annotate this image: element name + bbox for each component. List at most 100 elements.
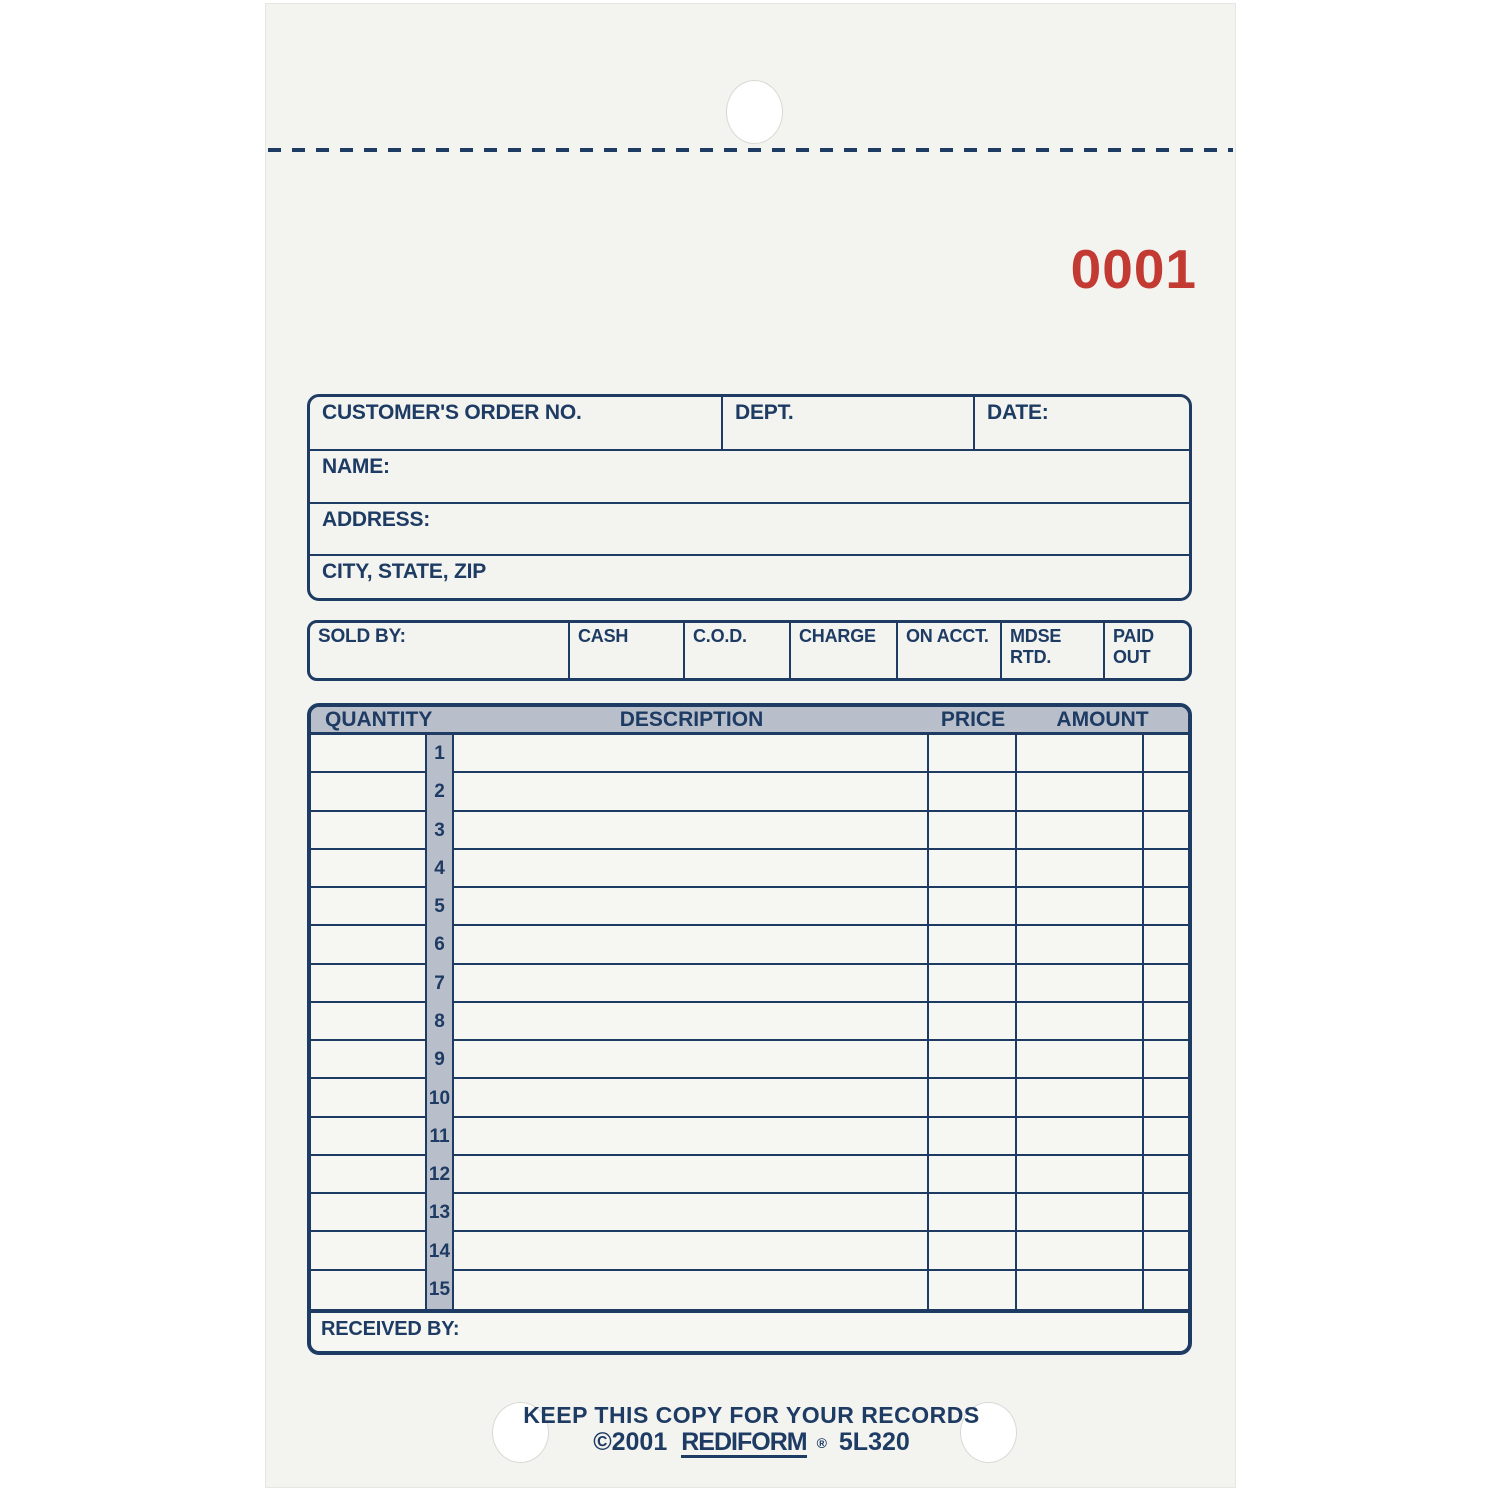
description-cell[interactable]: [454, 1079, 929, 1118]
payment-charge-cell[interactable]: CHARGE: [791, 623, 898, 678]
received-by-field[interactable]: RECEIVED BY:: [311, 1309, 1188, 1351]
amount-cell[interactable]: [1017, 811, 1144, 850]
date-label: DATE:: [987, 401, 1049, 424]
price-cell[interactable]: [929, 1041, 1017, 1080]
amount-cell[interactable]: [1017, 1194, 1144, 1233]
row-number: 11: [427, 1117, 454, 1156]
item-row: 2: [311, 773, 1188, 812]
city-state-zip-field[interactable]: CITY, STATE, ZIP: [310, 554, 1189, 598]
amount-cents-cell[interactable]: [1144, 1156, 1188, 1195]
payment-cash-cell[interactable]: CASH: [570, 623, 685, 678]
amount-cents-cell[interactable]: [1144, 735, 1188, 774]
description-header: DESCRIPTION: [619, 708, 764, 731]
amount-cell[interactable]: [1017, 849, 1144, 889]
price-cell[interactable]: [929, 1002, 1017, 1042]
amount-cell[interactable]: [1017, 1232, 1144, 1271]
amount-cell[interactable]: [1017, 1079, 1144, 1118]
price-cell[interactable]: [929, 1079, 1017, 1118]
description-cell[interactable]: [454, 1041, 929, 1080]
quantity-cell[interactable]: [311, 888, 427, 927]
amount-cents-cell[interactable]: [1144, 1271, 1188, 1309]
rediform-logo: REDIFORM: [681, 1429, 808, 1459]
quantity-cell[interactable]: [311, 1041, 427, 1080]
price-cell[interactable]: [929, 1155, 1017, 1195]
price-cell[interactable]: [929, 1270, 1017, 1309]
amount-cents-cell[interactable]: [1144, 812, 1188, 850]
amount-cents-cell[interactable]: [1144, 850, 1188, 889]
quantity-cell[interactable]: [311, 964, 427, 1003]
amount-cell[interactable]: [1017, 1002, 1144, 1042]
amount-cents-cell[interactable]: [1144, 965, 1188, 1003]
item-row: 5: [311, 888, 1188, 927]
quantity-cell[interactable]: [311, 1194, 427, 1233]
price-cell[interactable]: [929, 1232, 1017, 1271]
customer-order-no-field[interactable]: CUSTOMER'S ORDER NO.: [310, 397, 723, 449]
item-row: 14: [311, 1232, 1188, 1271]
product-code: 5L320: [838, 1428, 910, 1456]
amount-cents-cell[interactable]: [1144, 773, 1188, 812]
description-cell[interactable]: [454, 1270, 929, 1309]
price-cell[interactable]: [929, 849, 1017, 889]
amount-cell[interactable]: [1017, 926, 1144, 965]
payment-cod-cell[interactable]: C.O.D.: [685, 623, 791, 678]
price-cell[interactable]: [929, 1194, 1017, 1233]
quantity-cell[interactable]: [311, 1002, 427, 1042]
description-cell[interactable]: [454, 1117, 929, 1156]
amount-cell[interactable]: [1017, 888, 1144, 927]
price-cell[interactable]: [929, 1117, 1017, 1156]
dept-field[interactable]: DEPT.: [723, 397, 975, 449]
amount-cell[interactable]: [1017, 1117, 1144, 1156]
payment-paid-out-cell[interactable]: PAID OUT: [1105, 623, 1189, 678]
description-cell[interactable]: [454, 811, 929, 850]
description-cell[interactable]: [454, 1232, 929, 1271]
amount-cents-cell[interactable]: [1144, 1079, 1188, 1118]
description-cell[interactable]: [454, 1194, 929, 1233]
quantity-cell[interactable]: [311, 773, 427, 812]
description-cell[interactable]: [454, 773, 929, 812]
amount-cell[interactable]: [1017, 1155, 1144, 1195]
amount-cell[interactable]: [1017, 1270, 1144, 1309]
sold-by-field[interactable]: SOLD BY:: [310, 623, 570, 678]
amount-cents-cell[interactable]: [1144, 888, 1188, 927]
payment-on-acct-cell[interactable]: ON ACCT.: [898, 623, 1002, 678]
quantity-cell[interactable]: [311, 849, 427, 889]
date-field[interactable]: DATE:: [975, 397, 1189, 449]
price-cell[interactable]: [929, 926, 1017, 965]
amount-cell[interactable]: [1017, 773, 1144, 812]
price-cell[interactable]: [929, 811, 1017, 850]
quantity-cell[interactable]: [311, 1155, 427, 1195]
payment-mdse-rtd-cell[interactable]: MDSE RTD.: [1002, 623, 1105, 678]
amount-cents-cell[interactable]: [1144, 1232, 1188, 1271]
quantity-cell[interactable]: [311, 1232, 427, 1271]
quantity-cell[interactable]: [311, 735, 427, 774]
row-number: 15: [427, 1270, 454, 1309]
quantity-cell[interactable]: [311, 1270, 427, 1309]
amount-cents-cell[interactable]: [1144, 1118, 1188, 1156]
description-cell[interactable]: [454, 1155, 929, 1195]
amount-cell[interactable]: [1017, 1041, 1144, 1080]
amount-cell[interactable]: [1017, 735, 1144, 774]
description-cell[interactable]: [454, 849, 929, 889]
amount-cents-cell[interactable]: [1144, 1041, 1188, 1080]
price-cell[interactable]: [929, 735, 1017, 774]
quantity-cell[interactable]: [311, 1117, 427, 1156]
description-cell[interactable]: [454, 735, 929, 774]
name-field[interactable]: NAME:: [310, 449, 1189, 502]
city-state-zip-label: CITY, STATE, ZIP: [322, 560, 487, 583]
description-cell[interactable]: [454, 888, 929, 927]
price-cell[interactable]: [929, 773, 1017, 812]
address-field[interactable]: ADDRESS:: [310, 502, 1189, 554]
description-cell[interactable]: [454, 964, 929, 1003]
description-cell[interactable]: [454, 926, 929, 965]
quantity-cell[interactable]: [311, 1079, 427, 1118]
row-number: 14: [427, 1232, 454, 1271]
amount-cell[interactable]: [1017, 964, 1144, 1003]
amount-cents-cell[interactable]: [1144, 1194, 1188, 1233]
quantity-cell[interactable]: [311, 926, 427, 965]
amount-cents-cell[interactable]: [1144, 1003, 1188, 1042]
price-cell[interactable]: [929, 888, 1017, 927]
quantity-cell[interactable]: [311, 811, 427, 850]
price-cell[interactable]: [929, 964, 1017, 1003]
amount-cents-cell[interactable]: [1144, 926, 1188, 965]
description-cell[interactable]: [454, 1002, 929, 1042]
